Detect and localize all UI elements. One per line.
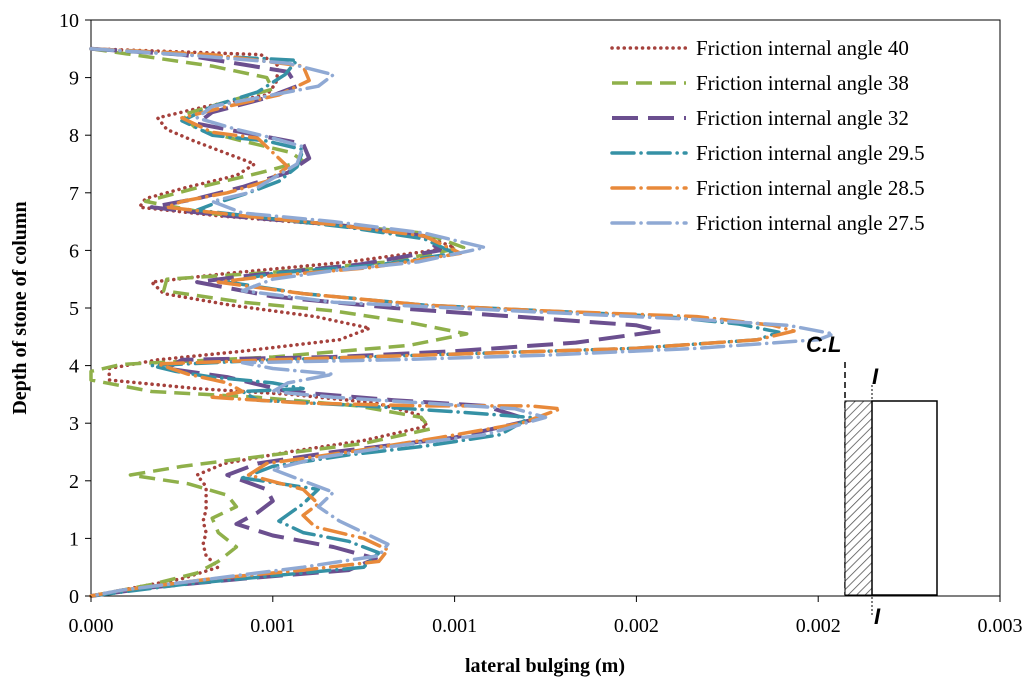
section-label-top: I xyxy=(872,364,879,389)
series-line-6 xyxy=(89,47,836,598)
y-axis-title: Depth of stone of column xyxy=(9,201,31,414)
legend: Friction internal angle 40 Friction inter… xyxy=(610,36,925,235)
series-layer xyxy=(89,46,836,598)
series-line-3 xyxy=(90,46,663,598)
section-label-bottom: I xyxy=(874,604,881,629)
series-line-2 xyxy=(89,47,469,598)
x-tick-label: 0.002 xyxy=(614,615,659,637)
y-tick-label: 7 xyxy=(69,183,79,205)
series-line-5 xyxy=(89,47,796,598)
y-tick-label: 0 xyxy=(69,586,79,608)
y-tick-label: 10 xyxy=(59,10,79,32)
x-axis-title: lateral bulging (m) xyxy=(465,655,625,677)
y-tick-label: 1 xyxy=(69,528,79,550)
legend-label-6: Friction internal angle 27.5 xyxy=(696,211,925,235)
y-tick-label: 9 xyxy=(69,68,79,90)
legend-label-5: Friction internal angle 28.5 xyxy=(696,176,925,200)
series-line-1 xyxy=(89,47,457,598)
y-tick-label: 2 xyxy=(69,471,79,493)
y-tick-label: 8 xyxy=(69,125,79,147)
column-outline xyxy=(871,400,938,596)
y-tick-label: 3 xyxy=(69,413,79,435)
series-line-4 xyxy=(89,47,781,598)
x-tick-label: 0.000 xyxy=(69,615,114,637)
ticks-layer: 0.000 0.001 0.001 0.002 0.002 0.003 0 1 2 3 4 5 6 7 8 9… xyxy=(59,10,1023,637)
legend-label-1: Friction internal angle 40 xyxy=(696,36,909,60)
y-tick-label: 6 xyxy=(69,240,79,262)
x-tick-label: 0.003 xyxy=(978,615,1023,637)
centerline-label: C.L xyxy=(806,332,841,357)
column-diagram: C.L I I xyxy=(806,332,938,629)
y-tick-label: 4 xyxy=(69,356,79,378)
legend-label-4: Friction internal angle 29.5 xyxy=(696,141,925,165)
x-tick-label: 0.001 xyxy=(250,615,295,637)
x-tick-label: 0.002 xyxy=(796,615,841,637)
y-tick-label: 5 xyxy=(69,298,79,320)
x-tick-label: 0.001 xyxy=(432,615,477,637)
legend-label-3: Friction internal angle 32 xyxy=(696,106,909,130)
hatched-column-half xyxy=(844,400,873,596)
legend-label-2: Friction internal angle 38 xyxy=(696,71,909,95)
